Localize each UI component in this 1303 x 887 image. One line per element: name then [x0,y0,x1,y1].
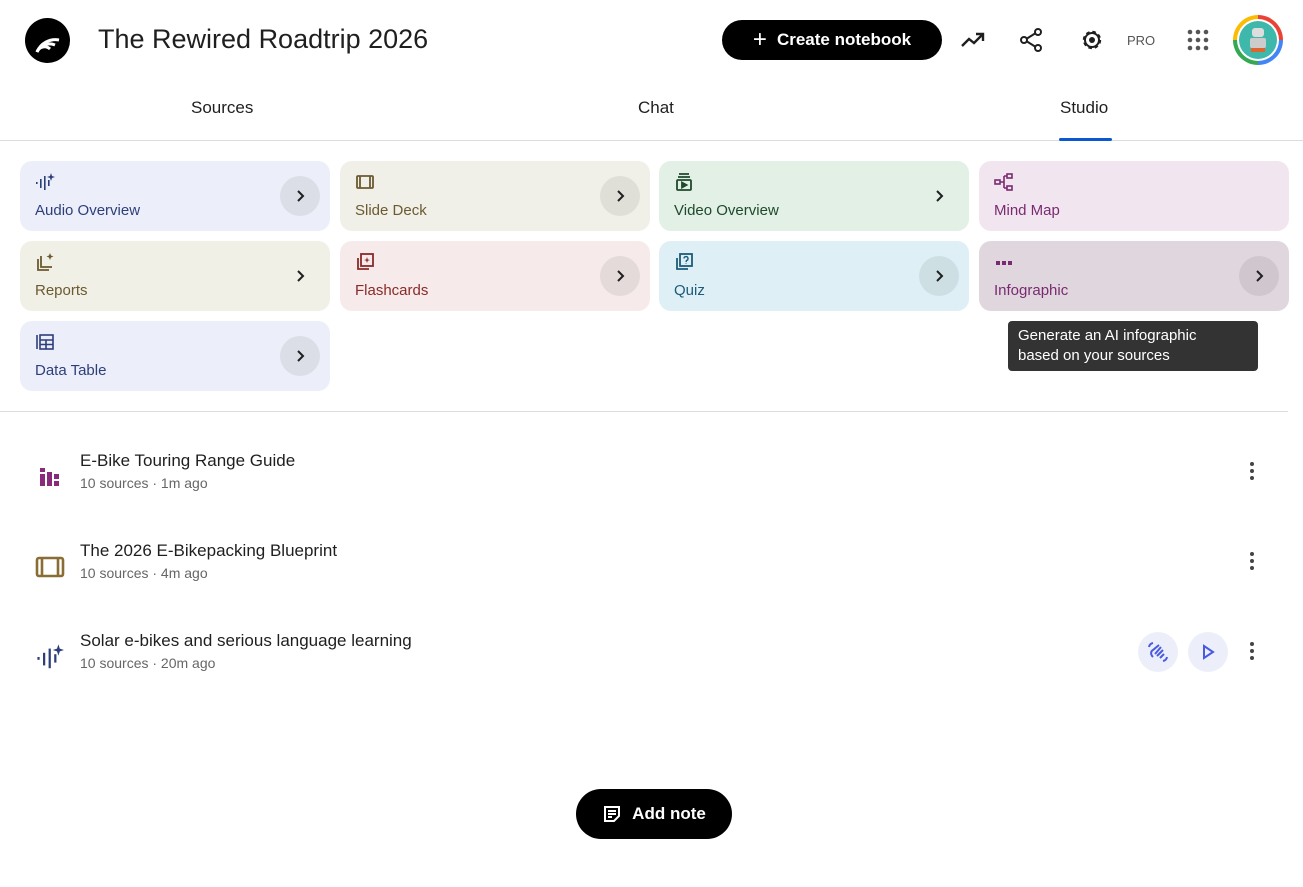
quiz-icon [674,252,694,272]
add-note-button[interactable]: Add note [576,789,732,839]
section-divider [0,411,1288,412]
studio-card-data-table[interactable]: Data Table [20,321,330,391]
studio-card-label: Quiz [674,282,705,299]
chevron-right-icon[interactable] [600,176,640,216]
studio-card-quiz[interactable]: Quiz [659,241,969,311]
plus-icon: + [752,26,767,53]
note-item[interactable]: E-Bike Touring Range Guide 10 sources · … [0,451,1303,511]
active-tab-indicator [1059,138,1112,141]
flashcards-icon [355,252,375,272]
interactive-mode-button[interactable] [1138,632,1178,672]
chevron-right-icon[interactable] [1239,256,1279,296]
wave-hand-icon [1148,642,1168,662]
play-audio-button[interactable] [1188,632,1228,672]
chevron-right-icon[interactable] [919,176,959,216]
tab-chat[interactable]: Chat [638,98,674,117]
studio-card-mind-map[interactable]: Mind Map [979,161,1289,231]
table-icon [35,332,55,352]
note-meta: 10 sources · 20m ago [80,655,216,671]
studio-card-audio-overview[interactable]: Audio Overview [20,161,330,231]
notebook-title[interactable]: The Rewired Roadtrip 2026 [98,24,429,54]
studio-card-label: Data Table [35,362,107,379]
apps-grid-icon[interactable] [1183,25,1213,55]
tab-studio[interactable]: Studio [1060,98,1109,117]
note-meta: 10 sources · 1m ago [80,475,208,491]
notebooklm-logo[interactable] [25,18,70,63]
studio-card-label: Slide Deck [355,202,427,219]
infographic-tooltip: Generate an AI infographic based on your … [1008,321,1258,371]
studio-card-video-overview[interactable]: Video Overview [659,161,969,231]
studio-card-slide-deck[interactable]: Slide Deck [340,161,650,231]
slides-icon [34,551,66,583]
report-icon [35,252,55,272]
settings-gear-icon[interactable] [1077,25,1107,55]
play-icon [1203,644,1215,660]
note-item[interactable]: Solar e-bikes and serious language learn… [0,631,1303,691]
studio-card-label: Reports [35,282,88,299]
chevron-right-icon[interactable] [600,256,640,296]
note-title: E-Bike Touring Range Guide [80,451,296,470]
mind-map-icon [994,172,1014,192]
studio-card-label: Audio Overview [35,202,141,219]
more-options-icon[interactable] [1242,549,1262,573]
create-notebook-button[interactable]: + Create notebook [722,20,942,60]
chevron-right-icon[interactable] [280,336,320,376]
slides-icon [355,172,375,192]
more-options-icon[interactable] [1242,459,1262,483]
share-icon[interactable] [1016,25,1046,55]
infographic-icon [994,252,1014,272]
pro-badge: PRO [1127,33,1156,48]
studio-card-reports[interactable]: Reports [20,241,330,311]
tab-divider [0,140,1303,141]
audio-sparkle-icon [34,641,66,673]
video-icon [674,172,694,192]
studio-card-infographic[interactable]: Infographic [979,241,1289,311]
studio-card-label: Flashcards [355,282,429,299]
infographic-icon [34,461,66,493]
studio-card-label: Mind Map [994,202,1060,219]
chevron-right-icon[interactable] [280,256,320,296]
note-title: Solar e-bikes and serious language learn… [80,631,412,650]
tab-sources[interactable]: Sources [191,98,254,117]
studio-card-label: Infographic [994,282,1069,299]
note-title: The 2026 E-Bikepacking Blueprint [80,541,338,560]
note-meta: 10 sources · 4m ago [80,565,208,581]
studio-card-flashcards[interactable]: Flashcards [340,241,650,311]
chevron-right-icon[interactable] [280,176,320,216]
more-options-icon[interactable] [1242,639,1262,663]
studio-card-label: Video Overview [674,202,779,219]
account-avatar[interactable] [1233,15,1283,65]
chevron-right-icon[interactable] [919,256,959,296]
audio-sparkle-icon [35,172,55,192]
note-icon [604,806,621,822]
note-item[interactable]: The 2026 E-Bikepacking Blueprint 10 sour… [0,541,1303,601]
analytics-trend-icon[interactable] [958,25,988,55]
